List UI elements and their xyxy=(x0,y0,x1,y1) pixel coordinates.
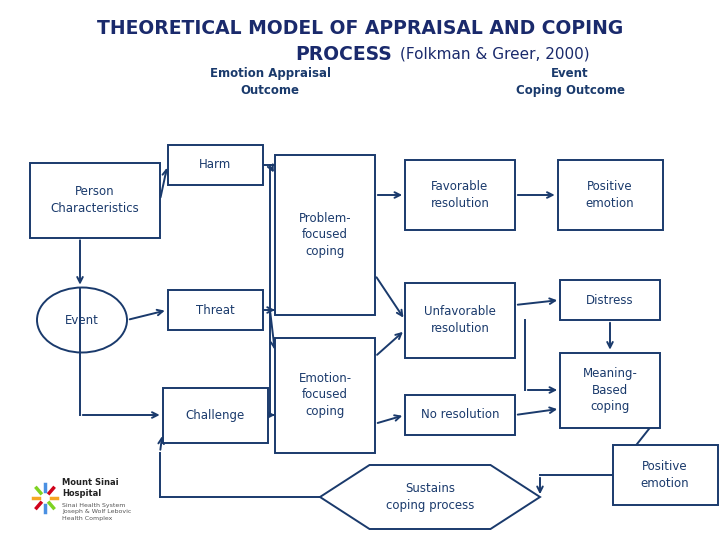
Text: Emotion Appraisal
Outcome: Emotion Appraisal Outcome xyxy=(210,67,330,97)
FancyBboxPatch shape xyxy=(405,160,515,230)
Text: Positive
emotion: Positive emotion xyxy=(641,460,689,490)
FancyBboxPatch shape xyxy=(275,155,375,315)
Text: (Folkman & Greer, 2000): (Folkman & Greer, 2000) xyxy=(400,46,590,62)
Text: Meaning-
Based
coping: Meaning- Based coping xyxy=(582,367,637,413)
FancyBboxPatch shape xyxy=(557,160,662,230)
Text: Positive
emotion: Positive emotion xyxy=(585,180,634,210)
Text: Problem-
focused
coping: Problem- focused coping xyxy=(299,212,351,258)
Text: Unfavorable
resolution: Unfavorable resolution xyxy=(424,305,496,335)
Text: Event
Coping Outcome: Event Coping Outcome xyxy=(516,67,624,97)
FancyBboxPatch shape xyxy=(168,145,263,185)
FancyBboxPatch shape xyxy=(560,280,660,320)
Text: Emotion-
focused
coping: Emotion- focused coping xyxy=(298,372,351,418)
Text: Challenge: Challenge xyxy=(185,408,245,422)
FancyBboxPatch shape xyxy=(168,290,263,330)
Text: Sustains
coping process: Sustains coping process xyxy=(386,482,474,512)
Text: Harm: Harm xyxy=(199,159,231,172)
Text: Sinai Health System
Joseph & Wolf Lebovic
Health Complex: Sinai Health System Joseph & Wolf Lebovi… xyxy=(62,503,131,521)
Text: Person
Characteristics: Person Characteristics xyxy=(50,185,140,215)
FancyBboxPatch shape xyxy=(405,395,515,435)
FancyBboxPatch shape xyxy=(405,282,515,357)
FancyBboxPatch shape xyxy=(163,388,268,442)
Text: Mount Sinai
Hospital: Mount Sinai Hospital xyxy=(62,478,119,498)
Text: Threat: Threat xyxy=(196,303,235,316)
FancyBboxPatch shape xyxy=(560,353,660,428)
Text: No resolution: No resolution xyxy=(420,408,499,422)
Text: Distress: Distress xyxy=(586,294,634,307)
FancyBboxPatch shape xyxy=(30,163,160,238)
Text: Event: Event xyxy=(65,314,99,327)
Text: THEORETICAL MODEL OF APPRAISAL AND COPING: THEORETICAL MODEL OF APPRAISAL AND COPIN… xyxy=(97,18,623,37)
FancyBboxPatch shape xyxy=(613,445,718,505)
FancyBboxPatch shape xyxy=(275,338,375,453)
Text: PROCESS: PROCESS xyxy=(295,44,392,64)
Text: Favorable
resolution: Favorable resolution xyxy=(431,180,490,210)
